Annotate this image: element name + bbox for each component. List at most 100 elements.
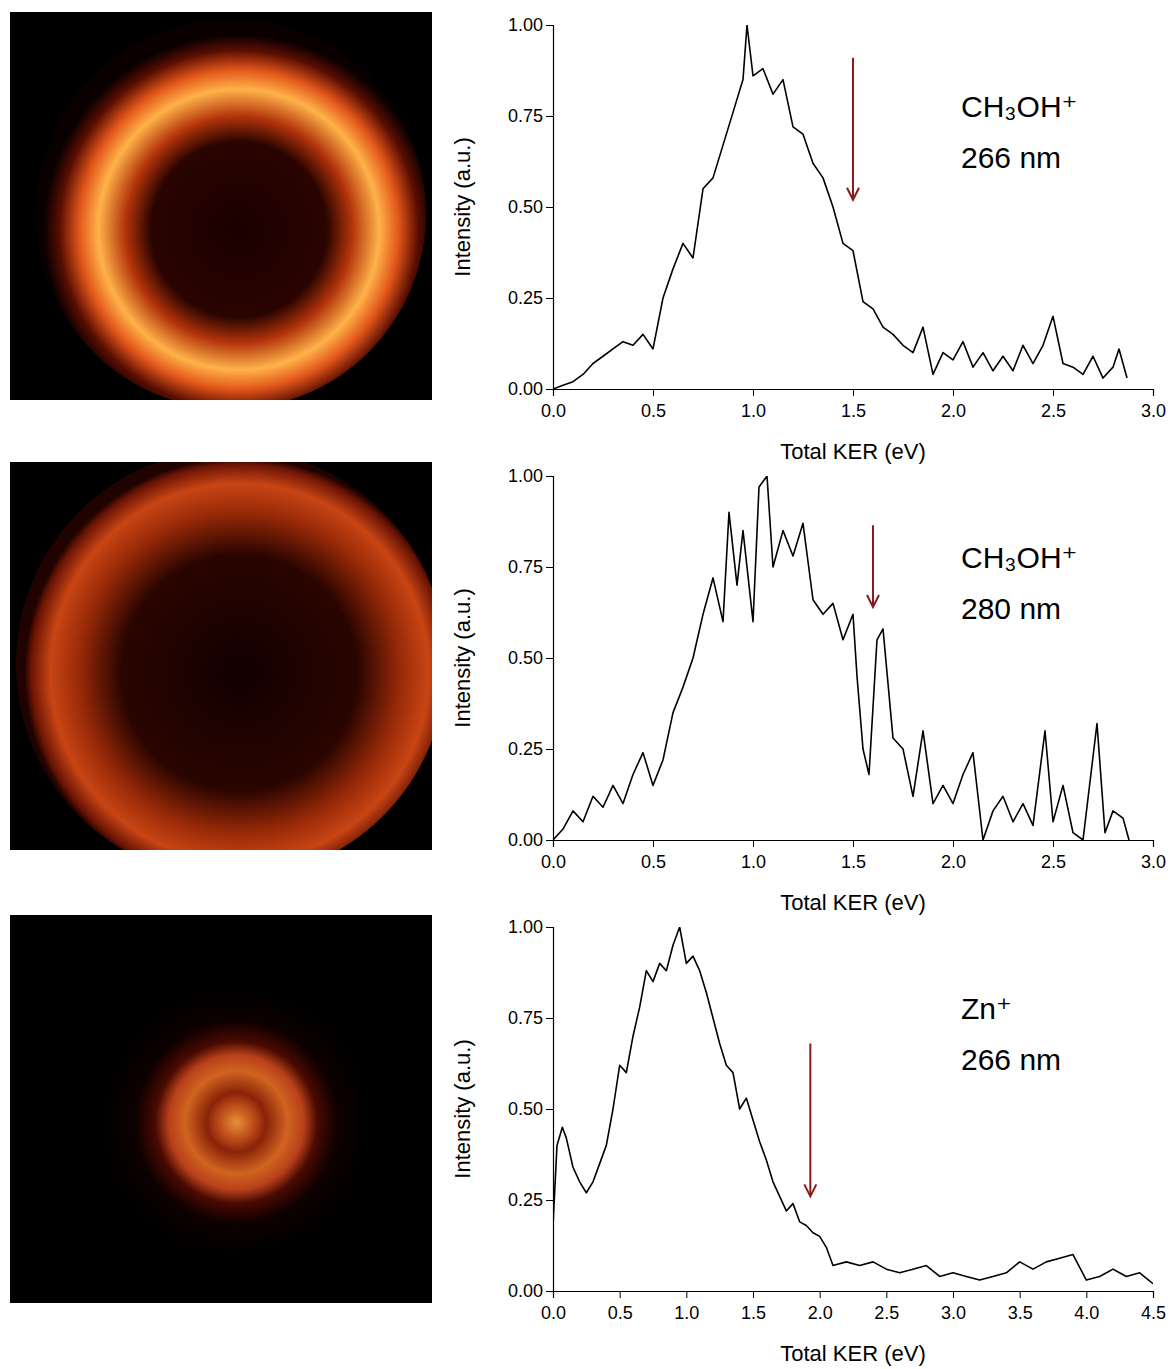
y-tick-label: 0.50 xyxy=(508,1099,543,1119)
x-tick: 4.5 xyxy=(1141,1291,1166,1323)
panel-label: Zn⁺ xyxy=(961,992,1012,1025)
y-tick: 1.00 xyxy=(508,15,553,35)
x-tick: 1.0 xyxy=(674,1291,699,1323)
x-tick-label: 0.0 xyxy=(541,1303,566,1323)
x-tick-label: 2.5 xyxy=(874,1303,899,1323)
x-tick-label: 2.0 xyxy=(941,852,966,872)
y-tick-label: 1.00 xyxy=(508,917,543,937)
x-tick: 1.5 xyxy=(841,389,866,421)
x-tick-mark xyxy=(953,389,954,396)
y-axis-title: Intensity (a.u.) xyxy=(450,1039,475,1178)
y-tick-label: 0.25 xyxy=(508,1190,543,1210)
x-tick: 0.5 xyxy=(608,1291,633,1323)
y-tick-mark xyxy=(546,927,553,928)
arrow-shaft xyxy=(809,1043,811,1194)
arrow-shaft xyxy=(872,525,874,605)
x-tick-mark xyxy=(753,389,754,396)
y-tick-label: 1.00 xyxy=(508,466,543,486)
y-tick: 0.25 xyxy=(508,1190,553,1210)
velocity-map-image xyxy=(96,982,366,1252)
y-axis: 0.000.250.500.751.00 xyxy=(508,917,554,1301)
x-tick-mark xyxy=(1053,389,1054,396)
x-tick-mark xyxy=(853,840,854,847)
x-tick-mark xyxy=(1053,840,1054,847)
arrow xyxy=(867,525,879,607)
x-tick-label: 0.5 xyxy=(641,852,666,872)
y-tick-label: 0.75 xyxy=(508,106,543,126)
y-tick-label: 1.00 xyxy=(508,15,543,35)
x-tick-label: 2.5 xyxy=(1041,401,1066,421)
x-axis-title: Total KER (eV) xyxy=(780,890,926,915)
velocity-map-image xyxy=(16,462,432,850)
y-tick-label: 0.25 xyxy=(508,288,543,308)
y-tick-mark xyxy=(546,1018,553,1019)
y-axis-title: Intensity (a.u.) xyxy=(450,137,475,276)
arrow xyxy=(804,1043,816,1196)
x-tick-label: 0.0 xyxy=(541,852,566,872)
y-tick-label: 0.75 xyxy=(508,557,543,577)
y-axis-line xyxy=(546,477,554,841)
x-tick: 0.5 xyxy=(641,389,666,421)
y-tick-mark xyxy=(546,476,553,477)
x-tick: 1.0 xyxy=(741,840,766,872)
spectrum-line xyxy=(553,476,1129,840)
y-tick-mark xyxy=(546,116,553,117)
x-tick: 0.0 xyxy=(541,840,566,872)
arrow-shaft xyxy=(852,58,854,198)
x-axis-title: Total KER (eV) xyxy=(780,439,926,464)
arrow-head xyxy=(804,1184,816,1196)
x-tick: 2.5 xyxy=(1041,389,1066,421)
y-tick-mark xyxy=(546,567,553,568)
x-tick: 1.0 xyxy=(741,389,766,421)
x-tick: 1.5 xyxy=(741,1291,766,1323)
y-tick-mark xyxy=(546,1109,553,1110)
x-tick-label: 1.0 xyxy=(674,1303,699,1323)
x-tick-mark xyxy=(653,389,654,396)
x-tick-label: 3.5 xyxy=(1008,1303,1033,1323)
spectrum-line xyxy=(553,927,1153,1284)
plot-area xyxy=(553,927,1153,1284)
x-tick: 2.0 xyxy=(941,840,966,872)
x-tick-mark xyxy=(1020,1291,1021,1298)
y-tick-mark xyxy=(546,1200,553,1201)
y-tick-label: 0.00 xyxy=(508,830,543,850)
y-tick-label: 0.25 xyxy=(508,739,543,759)
x-tick-label: 2.5 xyxy=(1041,852,1066,872)
x-tick: 3.0 xyxy=(941,1291,966,1323)
x-tick-mark xyxy=(953,840,954,847)
x-tick-label: 3.0 xyxy=(1141,401,1166,421)
image-background xyxy=(10,915,432,1303)
x-tick-mark xyxy=(886,1291,887,1298)
x-tick-mark xyxy=(1153,389,1154,396)
x-tick-mark xyxy=(753,840,754,847)
y-axis: 0.000.250.500.751.00 xyxy=(508,466,554,850)
y-axis: 0.000.250.500.751.00 xyxy=(508,15,554,399)
y-axis-title: Intensity (a.u.) xyxy=(450,588,475,727)
x-axis-line xyxy=(554,390,1154,397)
x-tick-mark xyxy=(953,1291,954,1298)
x-tick-label: 2.0 xyxy=(941,401,966,421)
y-tick: 0.50 xyxy=(508,1099,553,1119)
x-tick: 4.0 xyxy=(1074,1291,1099,1323)
x-tick-label: 0.0 xyxy=(541,401,566,421)
panel-label: 266 nm xyxy=(961,141,1061,174)
x-tick: 1.5 xyxy=(841,840,866,872)
x-axis: 0.00.51.01.52.02.53.0 xyxy=(541,840,1166,872)
x-tick-mark xyxy=(620,1291,621,1298)
panel-label: CH₃OH⁺ xyxy=(961,90,1077,123)
y-tick-mark xyxy=(546,389,553,390)
x-tick-mark xyxy=(653,840,654,847)
x-tick: 3.0 xyxy=(1141,389,1166,421)
x-tick-label: 0.5 xyxy=(608,1303,633,1323)
y-tick: 0.25 xyxy=(508,288,553,308)
x-tick-label: 1.0 xyxy=(741,852,766,872)
x-axis-line xyxy=(554,841,1154,848)
x-tick: 0.0 xyxy=(541,389,566,421)
y-tick-mark xyxy=(546,298,553,299)
y-tick-label: 0.50 xyxy=(508,197,543,217)
y-tick: 0.75 xyxy=(508,106,553,126)
x-tick-label: 1.5 xyxy=(741,1303,766,1323)
x-tick: 2.5 xyxy=(874,1291,899,1323)
panel-label: 266 nm xyxy=(961,1043,1061,1076)
x-tick: 3.5 xyxy=(1008,1291,1033,1323)
